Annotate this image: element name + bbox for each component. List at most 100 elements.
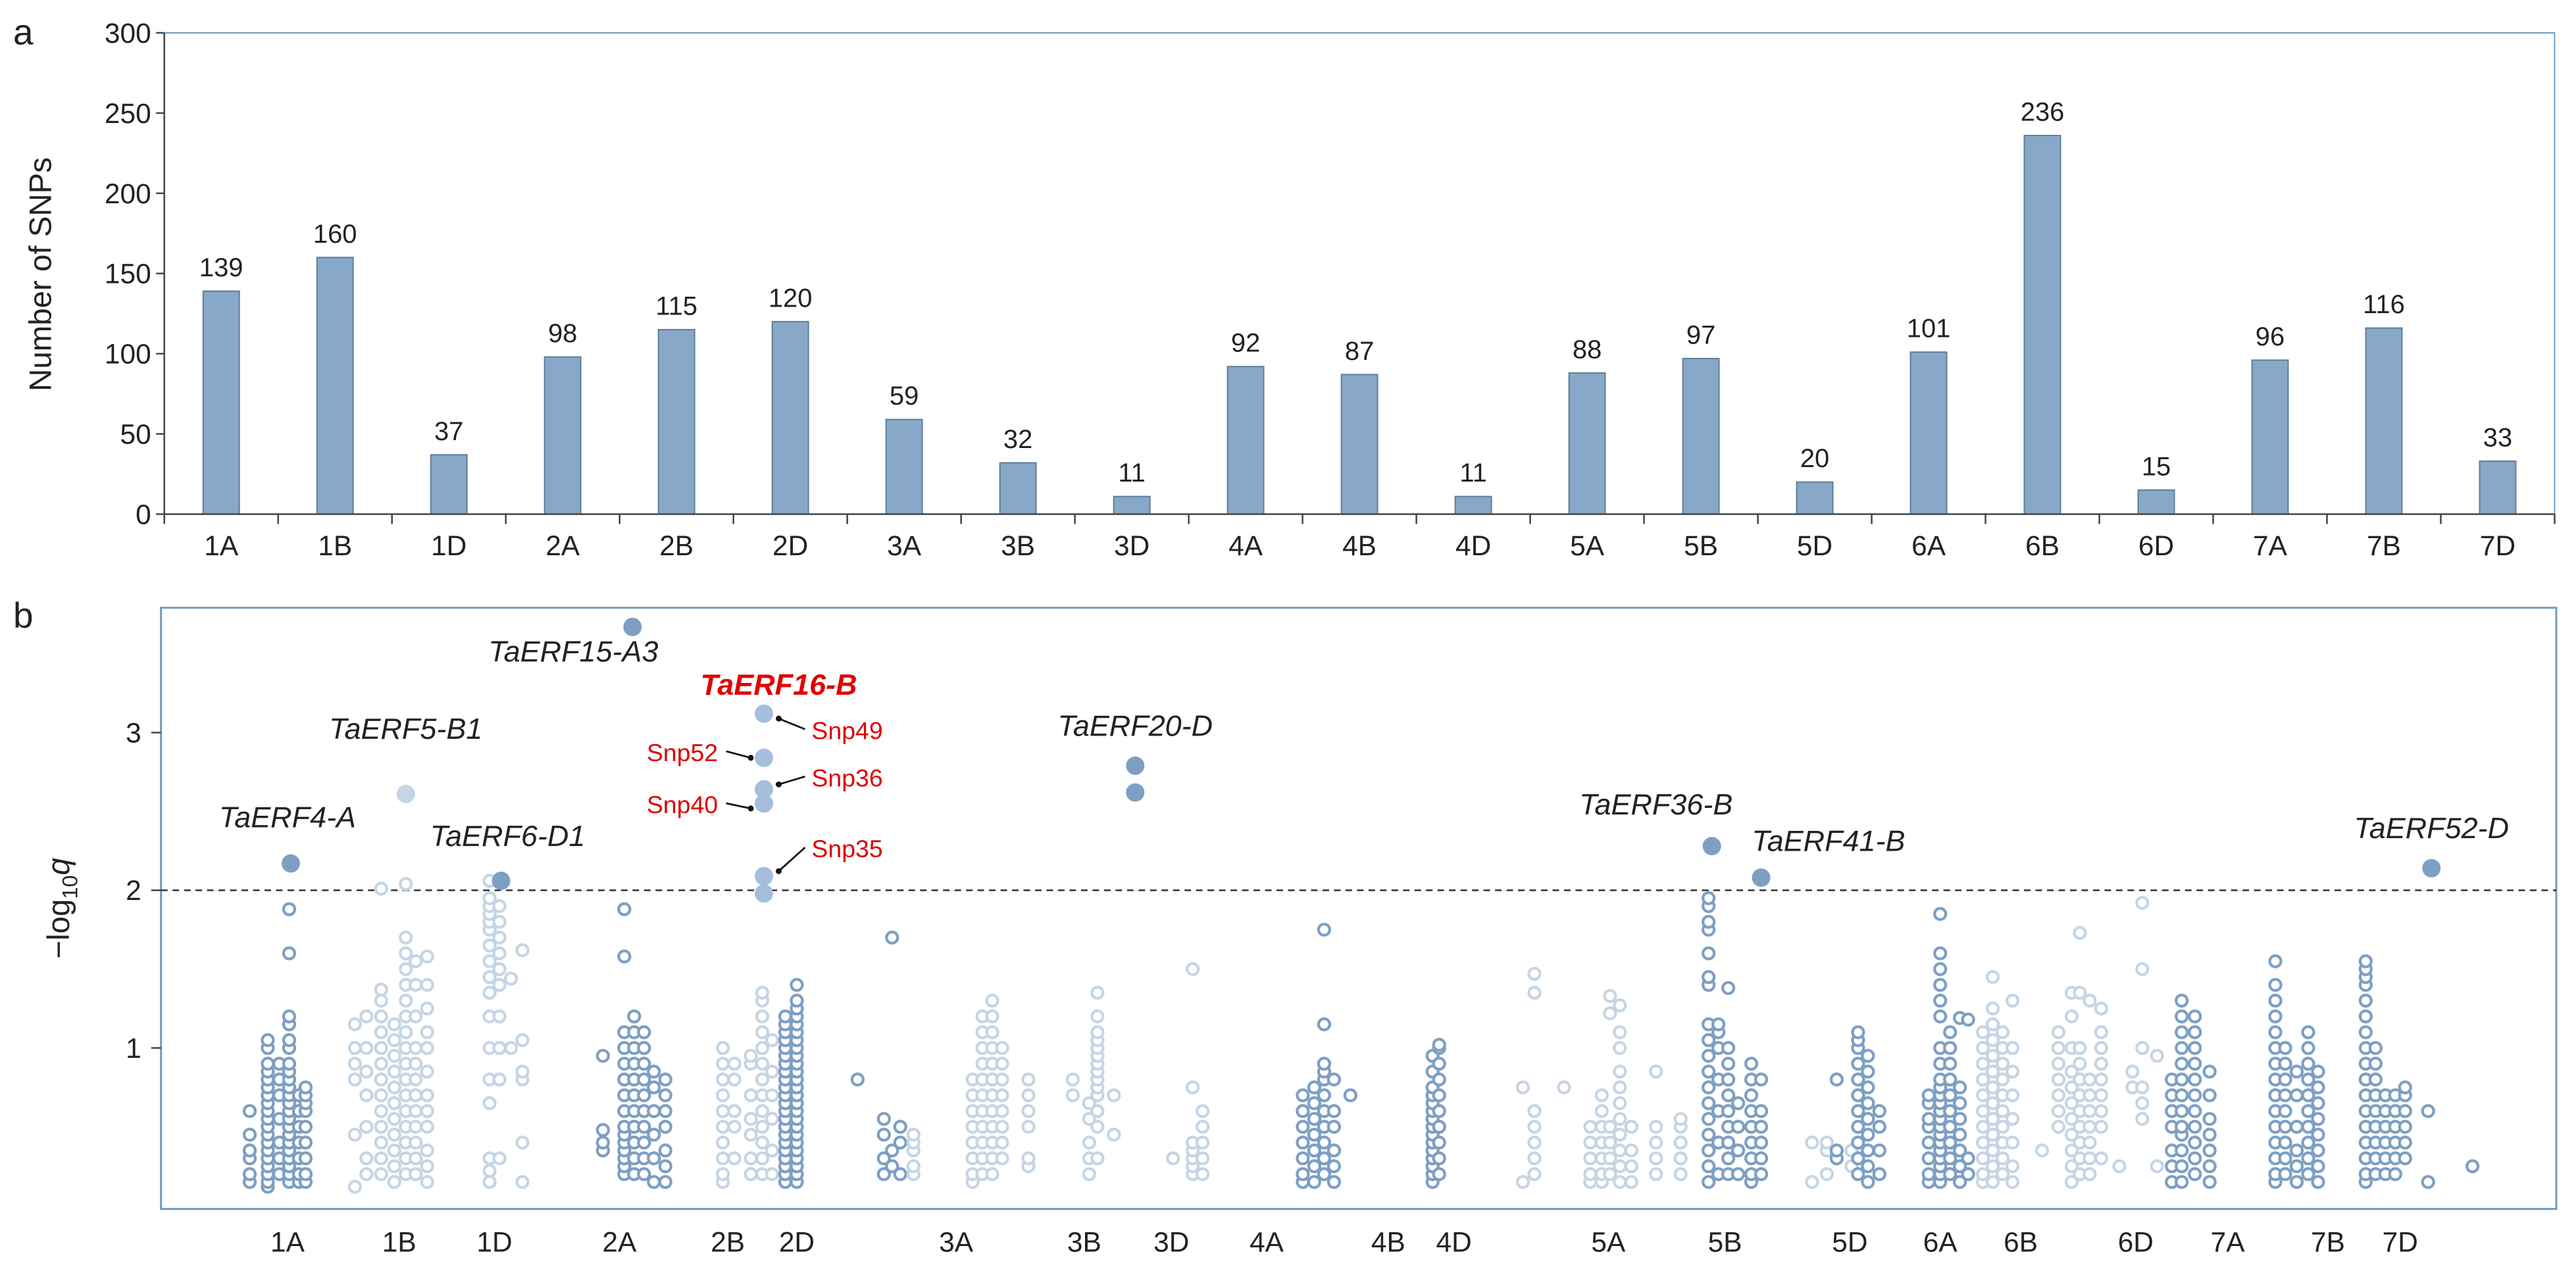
snp-point bbox=[2421, 1104, 2435, 1118]
snp-arrow-line bbox=[726, 802, 751, 810]
snp-point bbox=[1702, 946, 1716, 961]
gene-label: TaERF41-B bbox=[1752, 824, 1905, 857]
snp-point bbox=[298, 1167, 313, 1182]
a-x-tick-label: 1D bbox=[431, 530, 467, 561]
bar-value-label: 88 bbox=[1573, 335, 1602, 364]
bar-value-label: 236 bbox=[2021, 98, 2065, 127]
snp-point bbox=[261, 1033, 275, 1047]
snp-point bbox=[387, 1112, 401, 1126]
panel-b-label: b bbox=[13, 595, 34, 636]
snp-point bbox=[727, 1057, 742, 1071]
snp-point bbox=[2268, 993, 2283, 1008]
gene-label: TaERF6-D1 bbox=[430, 819, 586, 853]
snp-point bbox=[1702, 1033, 1716, 1047]
snp-point bbox=[1624, 1143, 1638, 1158]
snp-point bbox=[347, 1057, 362, 1071]
snp-point bbox=[2289, 1064, 2304, 1079]
snp-point bbox=[1527, 986, 1542, 1000]
snp-point bbox=[409, 1151, 423, 1166]
snp-point bbox=[2358, 993, 2373, 1008]
snp-point bbox=[893, 1136, 907, 1150]
snp-point bbox=[374, 1104, 388, 1118]
snp-point bbox=[374, 993, 388, 1008]
snp-point bbox=[647, 1175, 661, 1189]
snp-point bbox=[1819, 1167, 1834, 1182]
snp-point bbox=[374, 1136, 388, 1150]
snp-point bbox=[906, 1159, 921, 1174]
snp-point bbox=[2278, 1057, 2292, 1071]
significant-snp-point bbox=[755, 704, 774, 723]
significant-snp-point bbox=[492, 871, 511, 890]
snp-point bbox=[1805, 1136, 1819, 1150]
snp-point bbox=[242, 1143, 257, 1158]
snp-point bbox=[409, 1104, 423, 1118]
snp-point bbox=[387, 1080, 401, 1095]
snp-point bbox=[1872, 1167, 1886, 1182]
panel-b-points bbox=[242, 874, 2480, 1194]
snp-point bbox=[1933, 978, 1948, 992]
snp-point bbox=[1861, 1143, 1875, 1158]
snp-point bbox=[2073, 1057, 2087, 1071]
snp-point bbox=[1613, 998, 1627, 1012]
snp-point bbox=[1021, 1120, 1036, 1134]
snp-point bbox=[2301, 1088, 2315, 1103]
snp-point bbox=[790, 978, 804, 992]
snp-point bbox=[885, 1143, 899, 1158]
snp-point bbox=[374, 1009, 388, 1024]
snp-point bbox=[420, 1041, 434, 1055]
b-x-tick-label: 5A bbox=[1591, 1227, 1626, 1258]
a-x-tick-label: 1A bbox=[204, 530, 239, 561]
snp-point bbox=[492, 1041, 507, 1055]
snp-point bbox=[282, 1057, 297, 1071]
b-x-tick-label: 5D bbox=[1832, 1227, 1867, 1258]
snp-point bbox=[399, 962, 413, 976]
snp-point bbox=[1603, 989, 1617, 1003]
gene-label: TaERF52-D bbox=[2354, 811, 2509, 845]
snp-point bbox=[1196, 1120, 1210, 1134]
snp-point bbox=[420, 949, 434, 964]
snp-point bbox=[893, 1120, 907, 1134]
panel-b-highlight-points bbox=[281, 617, 2441, 903]
snp-point bbox=[1702, 914, 1716, 929]
snp-point bbox=[1613, 1175, 1627, 1189]
bar-2A bbox=[543, 356, 582, 515]
b-x-tick-label: 7D bbox=[2383, 1227, 2418, 1258]
snp-point bbox=[359, 1009, 374, 1024]
gene-label: TaERF16-B bbox=[700, 668, 857, 701]
snp-point bbox=[2301, 1072, 2315, 1087]
snp-point bbox=[359, 1041, 374, 1055]
snp-point bbox=[399, 930, 413, 945]
snp-point bbox=[1976, 1151, 1990, 1166]
snp-point bbox=[995, 1136, 1009, 1150]
ylabel-variable: q bbox=[41, 857, 76, 875]
snp-point bbox=[1090, 986, 1105, 1000]
snp-point bbox=[658, 1104, 672, 1118]
snp-point bbox=[2278, 1041, 2292, 1055]
snp-point bbox=[1583, 1136, 1598, 1150]
snp-point bbox=[1754, 1136, 1769, 1150]
snp-point bbox=[1317, 1151, 1332, 1166]
snp-point bbox=[1527, 1151, 1542, 1166]
bar-4D bbox=[1454, 495, 1492, 515]
bar-value-label: 97 bbox=[1686, 320, 1715, 349]
snp-point bbox=[1317, 1136, 1332, 1150]
snp-point bbox=[1090, 1025, 1105, 1039]
snp-point bbox=[1986, 1064, 2000, 1079]
snp-point bbox=[374, 1041, 388, 1055]
snp-point bbox=[347, 1128, 362, 1142]
bar-5D bbox=[1796, 481, 1834, 515]
a-x-tick-label: 4B bbox=[1342, 530, 1376, 561]
snp-point bbox=[765, 1112, 780, 1126]
snp-point bbox=[715, 1151, 730, 1166]
a-x-tick-label: 2A bbox=[545, 530, 580, 561]
significant-snp-point bbox=[1702, 837, 1721, 856]
snp-point bbox=[1921, 1112, 1936, 1126]
snp-point bbox=[658, 1143, 672, 1158]
snp-point bbox=[1953, 1143, 1967, 1158]
b-y-tick-label: 1 bbox=[126, 1033, 141, 1064]
snp-point bbox=[2051, 1072, 2066, 1087]
snp-point bbox=[755, 1041, 770, 1055]
snp-point bbox=[1594, 1088, 1609, 1103]
snp-point bbox=[482, 954, 497, 968]
panel-a-bars: 139 160 37 98 115 120 59 32 11 92 87 11 88 97 20 101 236… bbox=[199, 98, 2517, 515]
